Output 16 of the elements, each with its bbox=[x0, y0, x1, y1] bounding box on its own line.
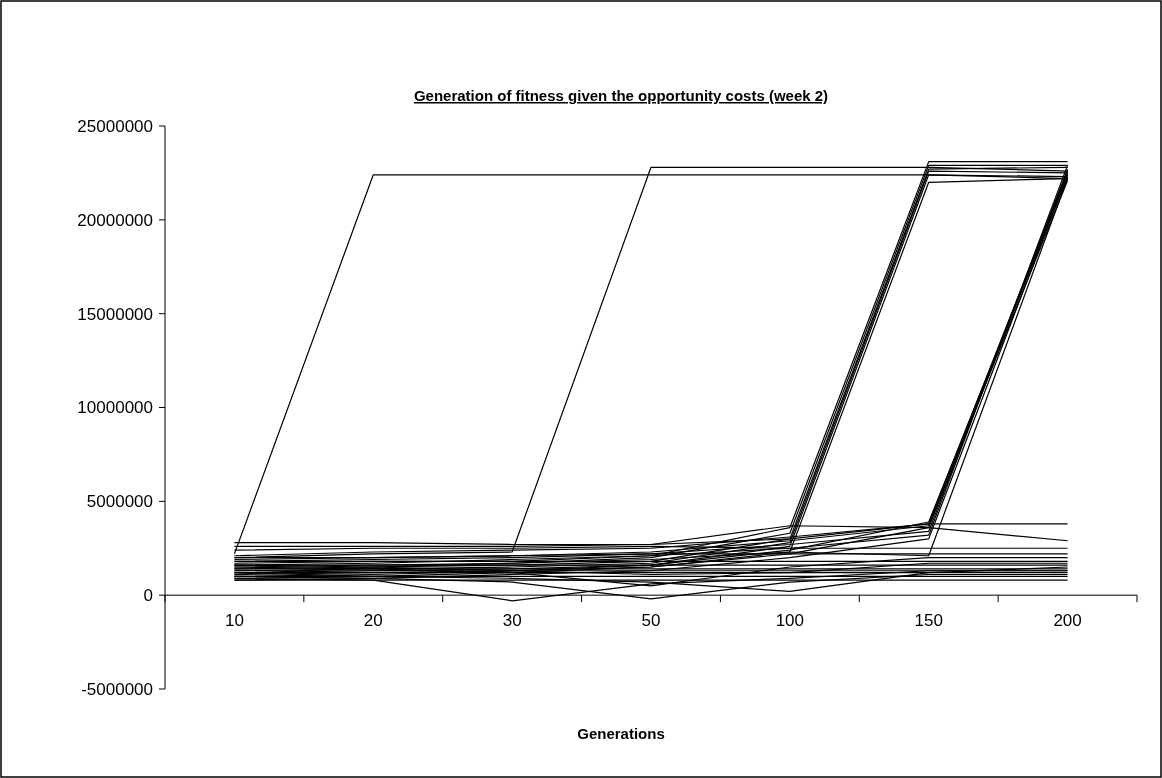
x-tick-label: 200 bbox=[1053, 611, 1082, 631]
y-tick-label: 25000000 bbox=[77, 116, 153, 136]
x-tick-label: 10 bbox=[224, 611, 244, 631]
y-tick-label: -5000000 bbox=[81, 679, 153, 699]
y-tick-label: 5000000 bbox=[86, 492, 153, 512]
x-tick-label: 100 bbox=[775, 611, 805, 631]
y-tick-label: 10000000 bbox=[77, 398, 153, 418]
x-axis-title: Generations bbox=[577, 725, 665, 742]
y-tick-label: 0 bbox=[143, 586, 153, 606]
x-tick-label: 30 bbox=[502, 611, 522, 631]
x-tick-label: 50 bbox=[641, 611, 661, 631]
y-tick-label: 20000000 bbox=[77, 210, 153, 230]
x-tick-label: 150 bbox=[914, 611, 943, 631]
x-tick-label: 20 bbox=[363, 611, 383, 631]
y-tick-label: 15000000 bbox=[77, 304, 153, 324]
chart-title: Generation of fitness given the opportunity costs (week 2) bbox=[413, 87, 829, 104]
